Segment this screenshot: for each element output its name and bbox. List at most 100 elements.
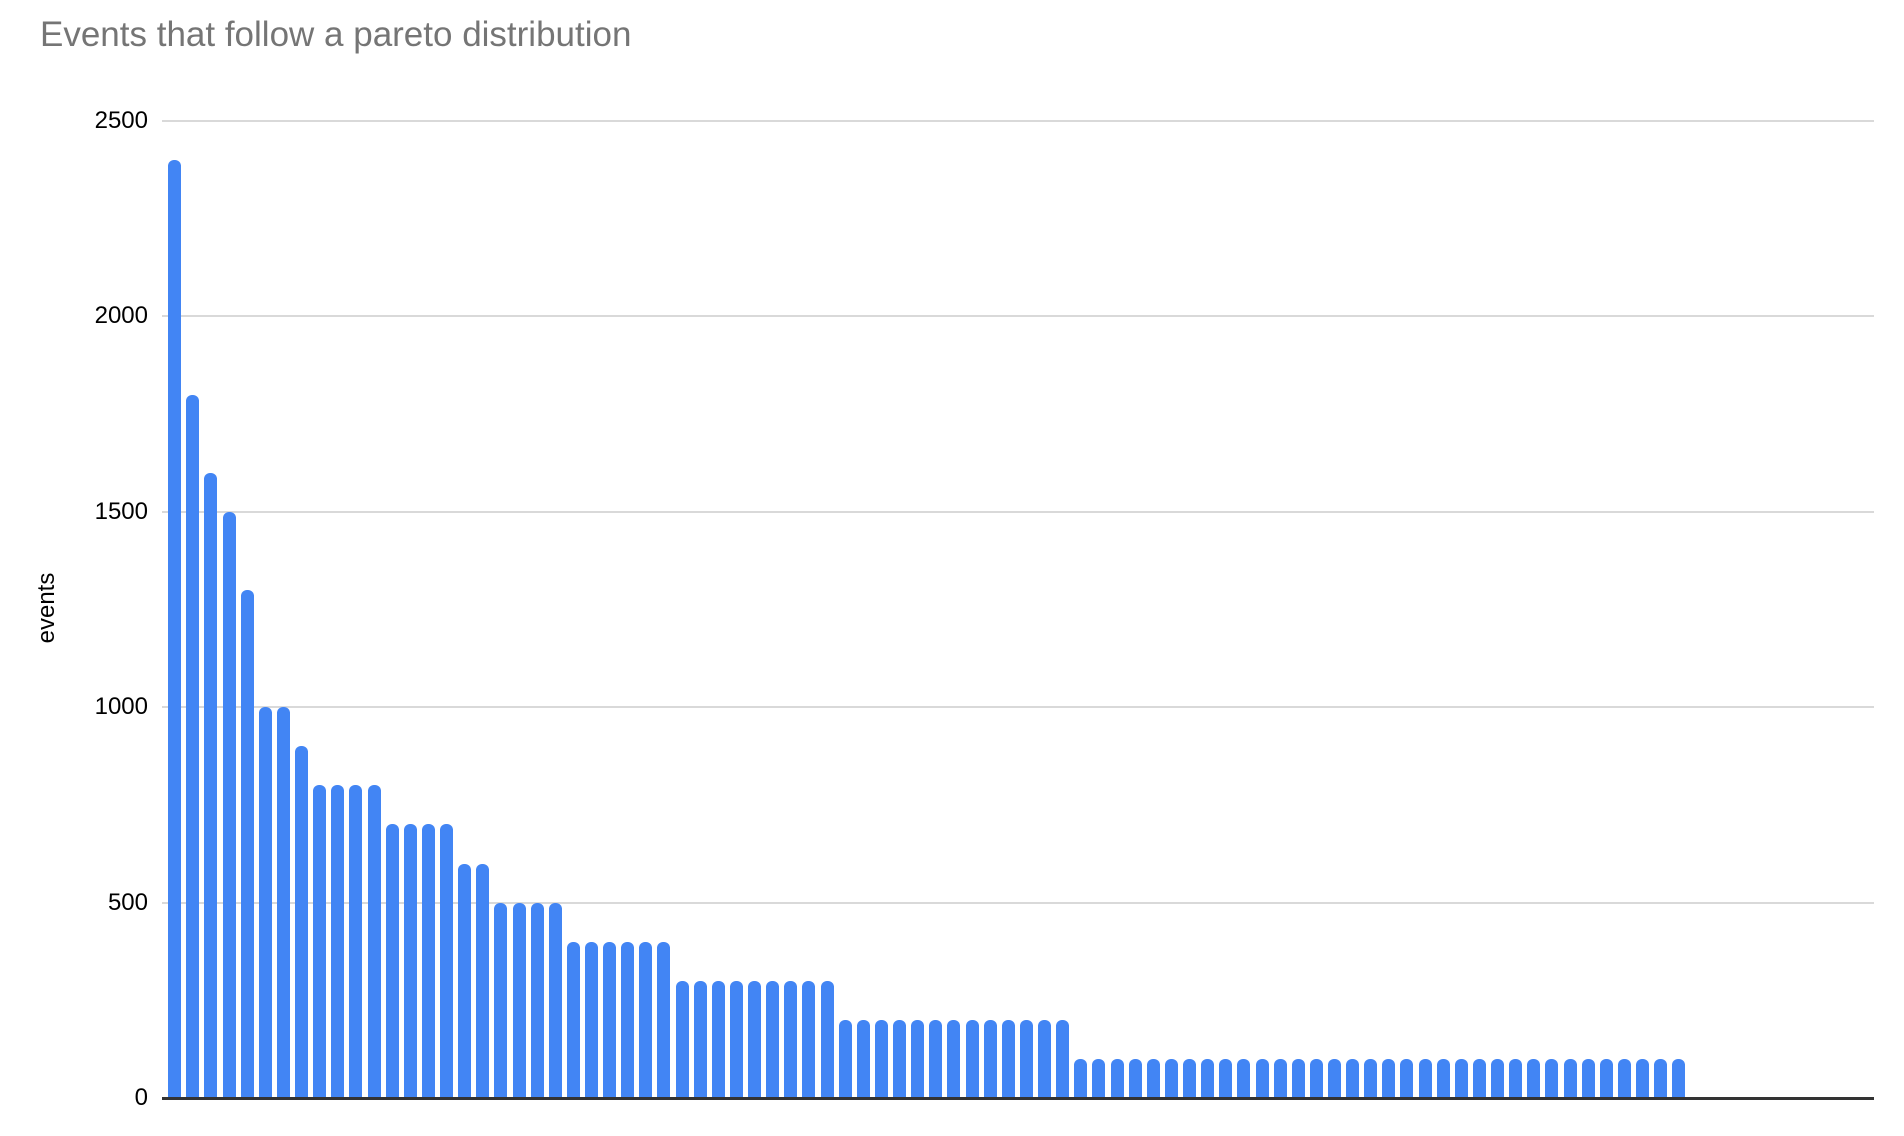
bar: [585, 941, 598, 1098]
bar: [838, 1019, 852, 1098]
bar: [766, 980, 780, 1098]
bar: [929, 1019, 943, 1098]
bar: [566, 941, 580, 1098]
bar: [1382, 1058, 1396, 1098]
gridline: [162, 901, 1874, 904]
y-tick-label: 1000: [94, 693, 148, 721]
chart-title: Events that follow a pareto distribution: [40, 15, 632, 54]
bar: [1001, 1019, 1015, 1098]
y-tick-label: 2000: [94, 302, 148, 330]
bar: [1636, 1058, 1650, 1098]
bar: [1545, 1058, 1559, 1098]
bar: [1454, 1058, 1468, 1098]
bar: [711, 980, 725, 1098]
bar: [603, 941, 617, 1098]
y-axis-tick-labels: 0 500 1000 1500 2000 2500: [0, 109, 148, 1110]
bar: [1056, 1019, 1070, 1098]
bar: [458, 863, 472, 1098]
bar: [476, 863, 490, 1098]
bar: [1092, 1058, 1106, 1098]
gridline: [162, 120, 1874, 122]
bar: [965, 1019, 979, 1098]
bar: [1237, 1058, 1251, 1098]
bar: [856, 1019, 870, 1098]
bar: [186, 394, 200, 1098]
bar: [1672, 1058, 1686, 1098]
bar: [1509, 1058, 1523, 1098]
bar: [693, 980, 707, 1098]
bar: [1581, 1058, 1595, 1098]
bar: [675, 980, 689, 1098]
bar: [331, 785, 345, 1098]
bar: [1201, 1058, 1215, 1098]
bar: [1491, 1058, 1505, 1098]
bar: [1617, 1058, 1631, 1098]
x-axis-line: [162, 1097, 1874, 1100]
gridline: [162, 510, 1874, 513]
y-tick-label: 0: [134, 1084, 148, 1111]
bar: [1183, 1058, 1197, 1098]
bar: [1273, 1058, 1287, 1098]
bar: [1309, 1058, 1323, 1098]
bar: [1038, 1019, 1052, 1098]
bar: [1074, 1058, 1088, 1098]
bar: [240, 589, 254, 1098]
bar: [621, 941, 635, 1098]
bar: [421, 824, 435, 1098]
bar: [1472, 1058, 1486, 1098]
bar: [313, 785, 327, 1098]
bar: [1291, 1058, 1305, 1098]
bar: [1418, 1058, 1432, 1098]
bar: [1364, 1058, 1378, 1098]
y-tick-label: 2500: [94, 107, 148, 134]
bar: [222, 511, 236, 1098]
bar: [512, 902, 526, 1098]
bar: [548, 902, 562, 1098]
bar: [784, 980, 798, 1098]
bar: [168, 160, 182, 1098]
bar: [874, 1019, 888, 1098]
bar: [1110, 1058, 1124, 1098]
bar: [276, 707, 290, 1098]
y-tick-label: 1500: [94, 497, 148, 525]
bar: [1019, 1019, 1033, 1098]
bar: [1164, 1058, 1178, 1098]
bar: [530, 902, 544, 1098]
bar: [1146, 1058, 1160, 1098]
bar: [258, 707, 272, 1098]
bar: [367, 785, 381, 1098]
bar: [349, 785, 363, 1098]
bar: [1527, 1058, 1541, 1098]
gridline: [162, 315, 1874, 318]
bar: [1563, 1058, 1577, 1098]
bar: [403, 824, 417, 1098]
bar: [1654, 1058, 1668, 1098]
plot-area: [162, 120, 1874, 1100]
bar: [729, 980, 743, 1098]
gridline: [162, 706, 1874, 709]
bar: [1219, 1058, 1233, 1098]
bar: [947, 1019, 961, 1098]
bar: [1599, 1058, 1613, 1098]
bar: [893, 1019, 907, 1098]
bar: [494, 902, 508, 1098]
bar: [820, 980, 834, 1098]
bar: [1328, 1058, 1341, 1098]
bar: [802, 980, 816, 1098]
bar: [1346, 1058, 1360, 1098]
bar: [657, 941, 671, 1098]
bar: [1128, 1058, 1142, 1098]
bar: [204, 472, 218, 1098]
y-tick-label: 500: [107, 888, 148, 916]
bar: [1255, 1058, 1269, 1098]
bar: [748, 980, 762, 1098]
bar: [639, 941, 653, 1098]
bar: [1400, 1058, 1414, 1098]
bar: [295, 746, 309, 1098]
bar: [911, 1019, 925, 1098]
bar: [385, 824, 399, 1098]
bar: [983, 1019, 997, 1098]
bar: [1436, 1058, 1450, 1098]
bar: [440, 824, 454, 1098]
